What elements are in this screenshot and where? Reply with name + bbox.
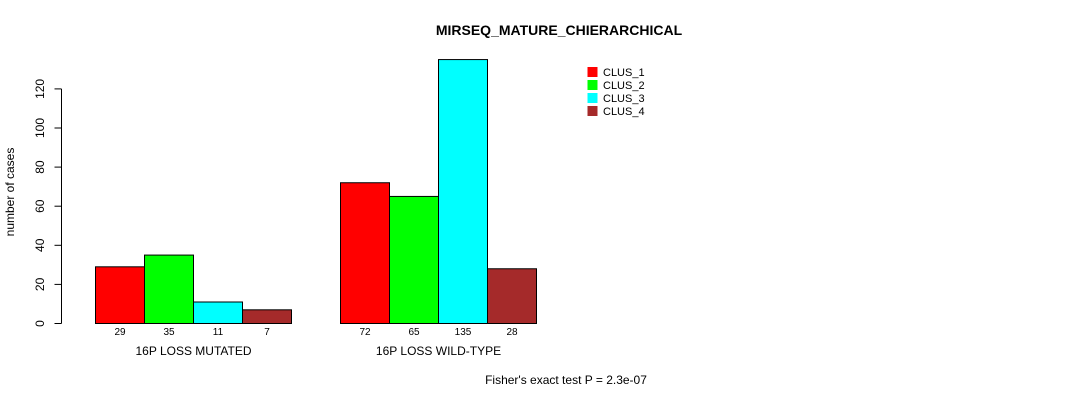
y-tick-label: 0 bbox=[33, 320, 47, 327]
bars bbox=[95, 59, 537, 325]
bar-count-label: 29 bbox=[114, 327, 126, 338]
fisher-test-annotation: Fisher's exact test P = 2.3e-07 bbox=[485, 373, 647, 387]
bar-clus-1-group-1 bbox=[95, 266, 145, 324]
bar-count-label: 11 bbox=[213, 327, 224, 338]
bar-clus-2-group-2 bbox=[389, 195, 439, 324]
y-tick-label: 40 bbox=[33, 238, 47, 252]
bar-clus-4-group-1 bbox=[242, 309, 292, 325]
bar-count-label: 65 bbox=[408, 327, 420, 338]
y-tick-label: 120 bbox=[33, 79, 47, 99]
group-label: 16P LOSS WILD-TYPE bbox=[376, 344, 501, 358]
bar-clus-4-group-2 bbox=[487, 268, 537, 325]
legend-label: CLUS_2 bbox=[603, 80, 645, 92]
group-labels: 16P LOSS MUTATED 16P LOSS WILD-TYPE bbox=[135, 344, 501, 358]
bar-clus-3-group-1 bbox=[193, 301, 243, 324]
bar-count-label: 7 bbox=[264, 327, 270, 338]
legend-swatch bbox=[587, 80, 598, 90]
y-tick-label: 80 bbox=[33, 160, 47, 174]
bar-clus-2-group-1 bbox=[144, 254, 194, 324]
group-label: 16P LOSS MUTATED bbox=[135, 344, 251, 358]
legend-label: CLUS_3 bbox=[603, 93, 645, 105]
y-tick-label: 20 bbox=[33, 277, 47, 291]
legend-label: CLUS_1 bbox=[603, 67, 645, 79]
legend-swatch bbox=[587, 67, 598, 77]
bar-count-label: 28 bbox=[506, 327, 518, 338]
y-tick-label: 100 bbox=[33, 118, 47, 138]
y-axis-label: number of cases bbox=[3, 148, 17, 237]
bar-count-label: 72 bbox=[359, 327, 371, 338]
y-tick-label: 60 bbox=[33, 199, 47, 213]
legend-label: CLUS_4 bbox=[603, 106, 645, 118]
bar-count-label: 35 bbox=[163, 327, 175, 338]
bar-clus-3-group-2 bbox=[438, 59, 488, 324]
legend-swatch bbox=[587, 106, 598, 116]
chart-title: MIRSEQ_MATURE_CHIERARCHICAL bbox=[436, 22, 683, 38]
bar-count-label: 135 bbox=[455, 327, 472, 338]
count-labels: 29 35 11 7 72 65 135 28 bbox=[114, 327, 518, 338]
y-axis: 0 20 40 60 80 100 120 bbox=[33, 79, 62, 327]
legend-swatch bbox=[587, 93, 598, 103]
bar-clus-1-group-2 bbox=[340, 182, 390, 324]
